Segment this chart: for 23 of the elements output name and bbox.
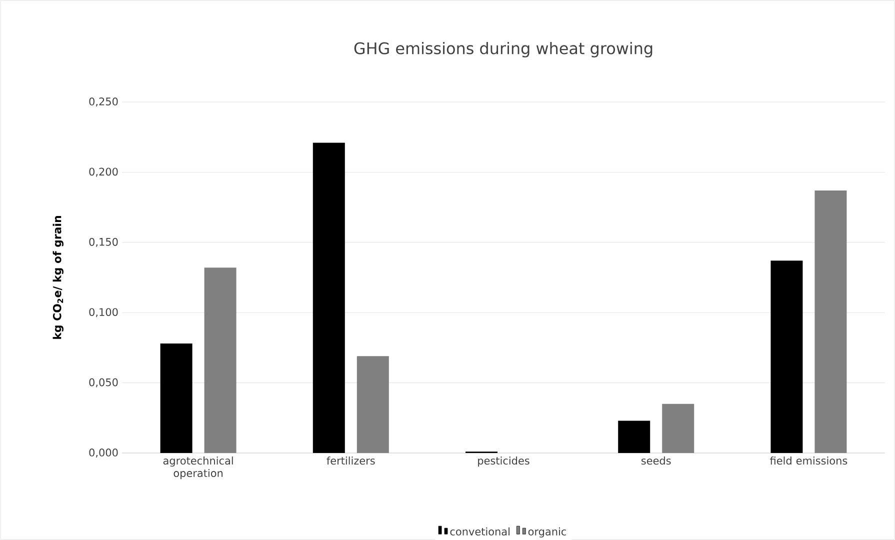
legend-label: convetional	[450, 527, 510, 536]
y-tick-label: 0,250	[89, 98, 118, 106]
y-tick-label: 0,200	[89, 168, 118, 177]
y-tick-label: 0,150	[89, 238, 118, 247]
bar	[160, 343, 192, 453]
x-tick-label: field emissions	[770, 456, 848, 465]
bar	[814, 190, 847, 453]
x-tick-label: fertilizers	[326, 456, 375, 465]
bar	[204, 268, 236, 453]
x-tick-label: agrotechnical operation	[163, 456, 233, 480]
bar	[312, 142, 345, 453]
bar	[356, 356, 389, 453]
y-tick-label: 0,100	[89, 308, 118, 318]
bar	[770, 260, 803, 453]
chart-title: GHG emissions during wheat growing	[354, 42, 652, 58]
x-tick-label: seeds	[641, 456, 671, 465]
y-tick-label: 0,000	[89, 448, 118, 458]
bar	[618, 420, 650, 453]
y-tick-label: 0,050	[89, 378, 118, 388]
bar	[662, 404, 694, 453]
y-axis-title: kg CO$_{2}$e/ kg of grain	[52, 216, 64, 339]
x-tick-label: pesticides	[478, 456, 530, 467]
legend-label: organic	[528, 527, 566, 538]
